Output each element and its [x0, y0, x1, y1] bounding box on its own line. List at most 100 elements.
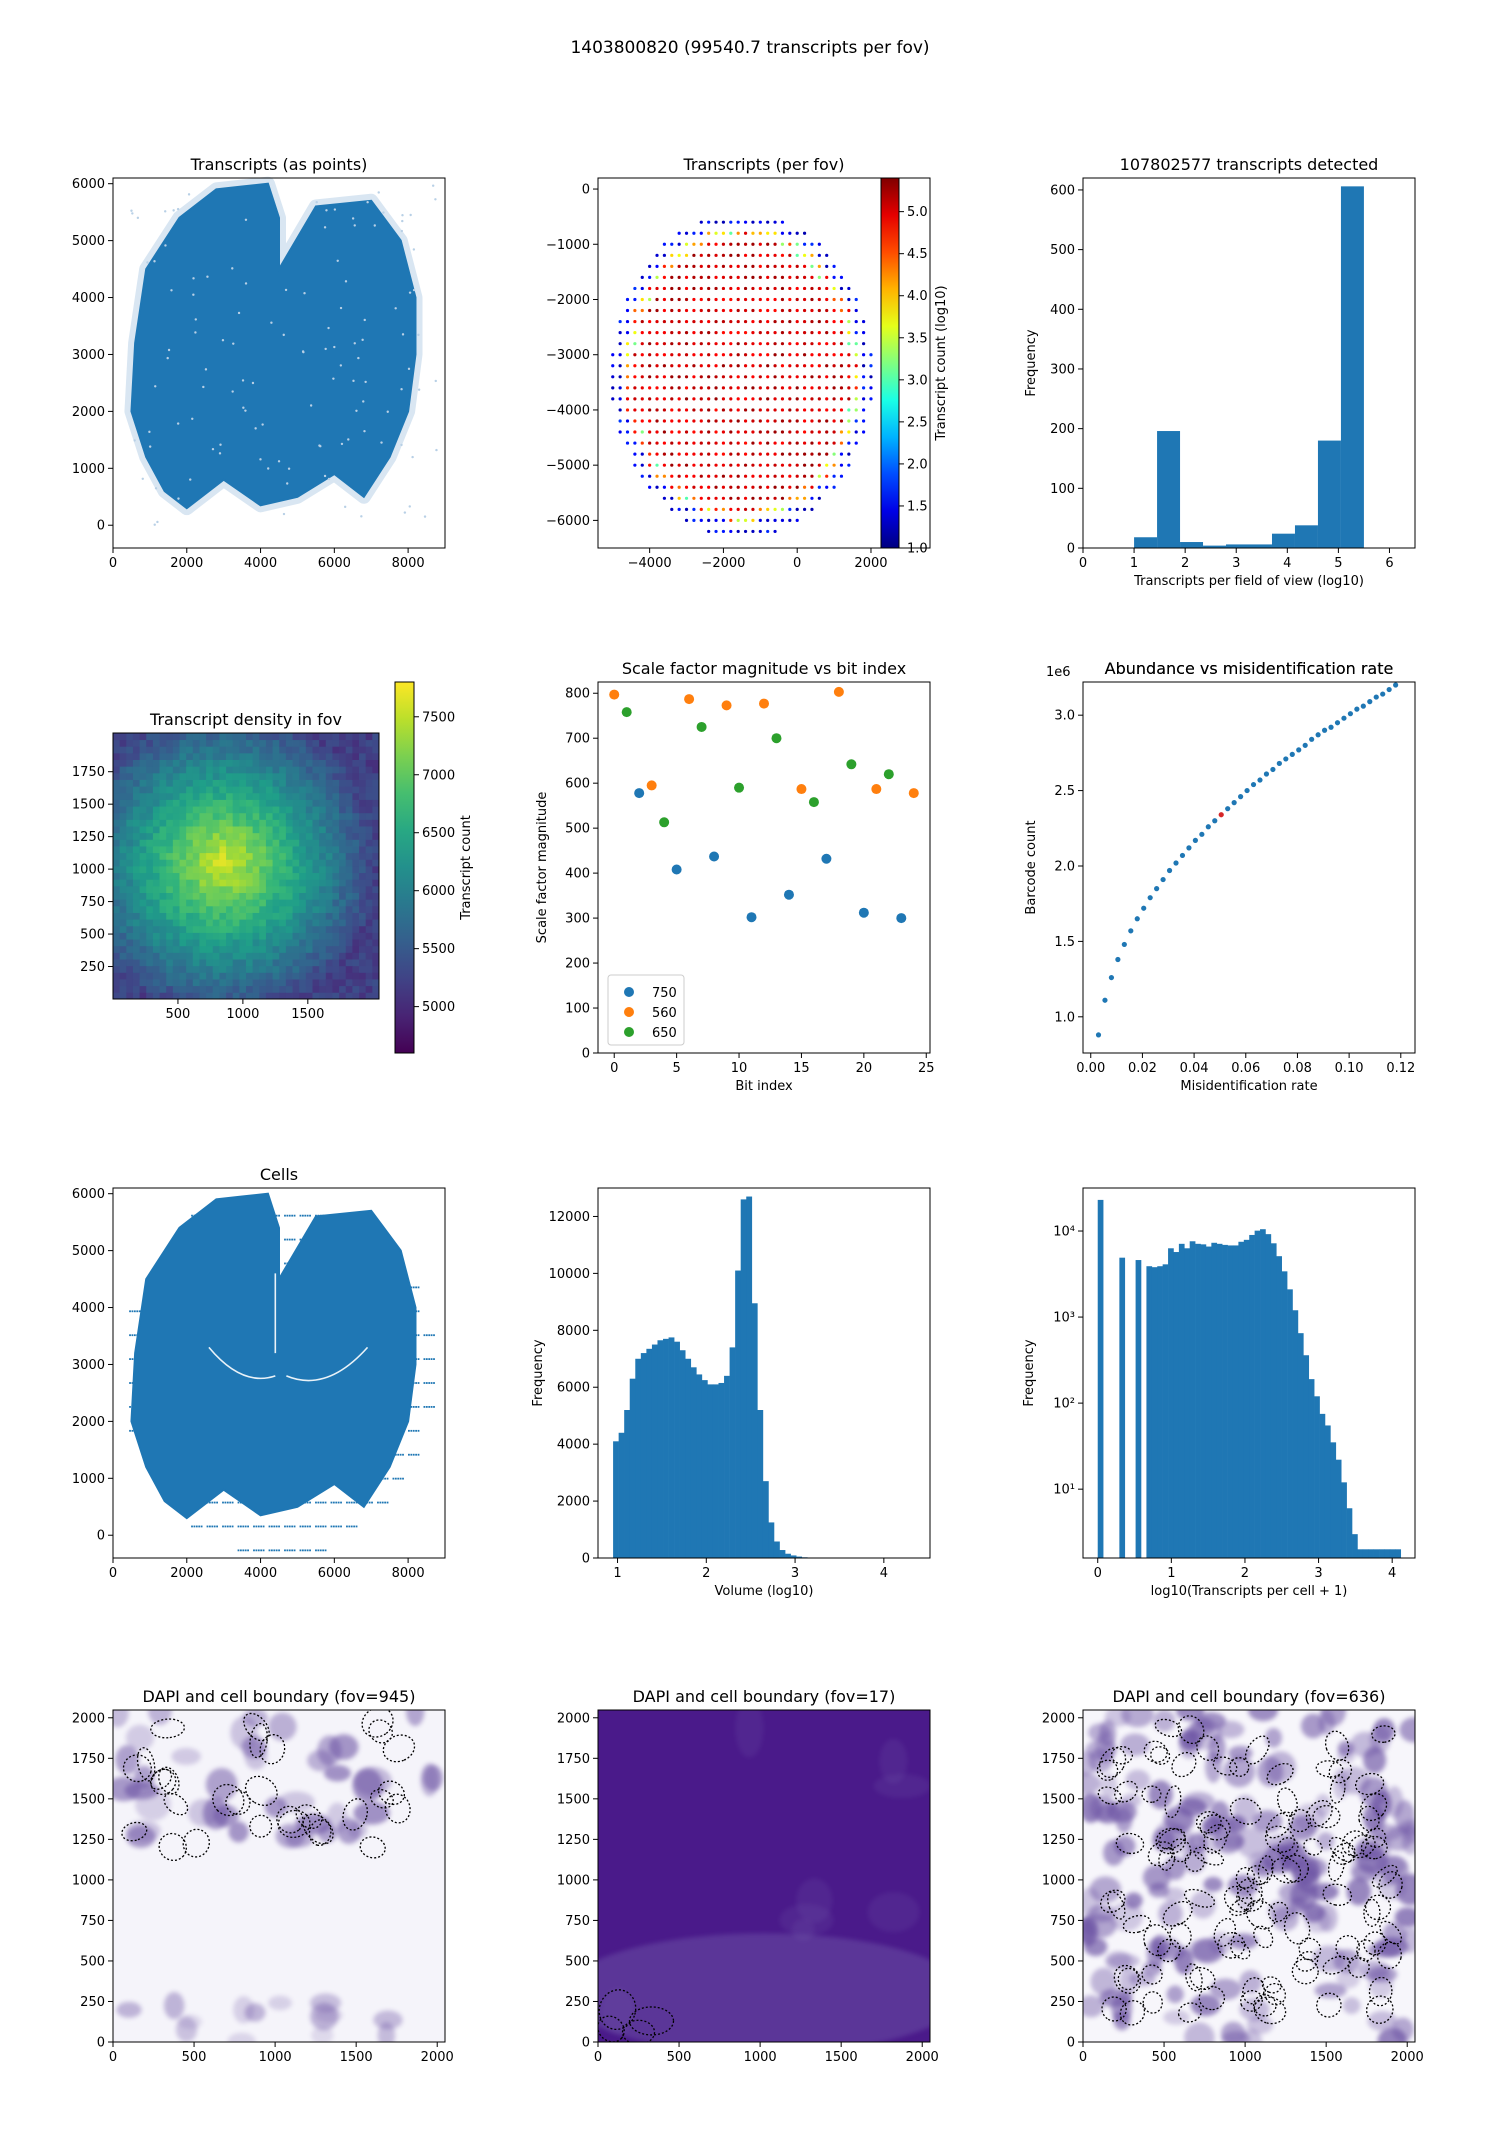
heatmap-cell [146, 826, 154, 834]
heatmap-cell [305, 819, 313, 827]
nucleus-blob [1083, 1751, 1098, 1777]
cell-point [430, 1334, 433, 1337]
cell-boundary [182, 1828, 210, 1858]
fov-point [773, 463, 777, 467]
heatmap-cell [332, 899, 340, 907]
heatmap-cell [199, 832, 207, 840]
nucleus-blob [1316, 1832, 1335, 1851]
x-tick-label: 8000 [392, 556, 425, 571]
cell-point [340, 1525, 342, 1528]
heatmap-cell [259, 945, 267, 953]
heatmap-cell [339, 792, 347, 800]
heatmap-cell [352, 752, 360, 760]
heatmap-cell [126, 846, 134, 854]
heatmap-cell [232, 899, 240, 907]
cell-point [273, 1525, 276, 1528]
heatmap-cell [279, 925, 287, 933]
fov-point [751, 342, 755, 346]
heatmap-cell [352, 779, 360, 787]
heatmap-cell [312, 792, 320, 800]
heatmap-cell [299, 992, 307, 1000]
cell-boundary [1122, 1914, 1152, 1934]
fov-point [832, 286, 836, 291]
heatmap-cell [325, 839, 333, 847]
scatter-point [1321, 727, 1328, 733]
nucleus-blob [1248, 1710, 1279, 1722]
heatmap-cell [365, 972, 373, 980]
heatmap-cell [166, 852, 174, 860]
heatmap-cell [119, 852, 127, 860]
cell-boundary [1315, 1760, 1344, 1778]
heatmap-cell [319, 985, 327, 993]
cell-boundary [382, 1734, 416, 1763]
fov-point [633, 319, 637, 324]
fov-point [729, 386, 733, 390]
nucleus-blob [1121, 1710, 1155, 1728]
histogram-bar [1319, 1413, 1326, 1558]
heatmap-cell [172, 852, 180, 860]
cell-boundary [342, 1798, 368, 1831]
cell-point [284, 1549, 286, 1552]
heatmap-cell [159, 872, 167, 880]
heatmap-cell [325, 852, 333, 860]
fov-point [684, 308, 689, 313]
heatmap-cell [199, 885, 207, 893]
heatmap-cell [279, 885, 287, 893]
heatmap-cell [259, 852, 267, 860]
heatmap-cell [312, 945, 320, 953]
heatmap-cell [152, 826, 160, 834]
nucleus-blob [1113, 1835, 1136, 1857]
fov-point [795, 463, 799, 467]
fov-point [854, 342, 858, 346]
heatmap-cell [372, 832, 380, 840]
heatmap-cell [259, 872, 267, 880]
fov-point [648, 264, 652, 268]
x-tick-label: 20 [856, 1061, 873, 1076]
heatmap-cell [139, 752, 147, 760]
y-tick-label: 0 [582, 183, 590, 198]
heatmap-cell [285, 919, 293, 927]
y-tick-label: 2.5 [1054, 784, 1075, 799]
heatmap-cell [252, 746, 260, 754]
heatmap-cell [219, 972, 227, 980]
transcript-point [347, 438, 350, 441]
nucleus-blob [113, 1710, 129, 1728]
heatmap-cell [332, 746, 340, 754]
x-tick-label: 0 [109, 2050, 117, 2065]
transcript-point [333, 345, 336, 349]
heatmap-cell [352, 819, 360, 827]
heatmap-cell [272, 985, 280, 993]
cell-point [262, 1549, 265, 1552]
transcript-point [336, 259, 339, 262]
cell-point [304, 1549, 307, 1552]
heatmap-cell [365, 806, 373, 814]
fov-point [817, 297, 821, 302]
heatmap-cell [166, 939, 174, 947]
heatmap-cell [272, 786, 280, 794]
transcript-point [131, 212, 134, 215]
heatmap-cell [372, 772, 380, 780]
cell-boundary [1365, 1995, 1394, 2024]
heatmap-cell [172, 985, 180, 993]
cell-point [216, 1501, 218, 1504]
heatmap-cell [305, 852, 313, 860]
heatmap-cell [292, 839, 300, 847]
transcript-point [315, 201, 318, 204]
heatmap-cell [265, 885, 273, 893]
fov-point [670, 286, 674, 291]
transcript-point [339, 364, 343, 367]
cell-boundary [1115, 1832, 1145, 1855]
fov-point [677, 430, 681, 434]
heatmap-cell [345, 866, 353, 874]
fov-point [640, 397, 644, 401]
heatmap-cell [252, 899, 260, 907]
y-tick-label: 10² [1053, 1397, 1075, 1412]
heatmap-cell [132, 965, 140, 973]
fov-point [729, 518, 733, 522]
heatmap-cell [186, 879, 194, 887]
heatmap-cell [179, 746, 187, 754]
heatmap-cell [252, 792, 260, 800]
heatmap-cell [219, 859, 227, 867]
cell-boundary [368, 1719, 393, 1744]
fov-point [862, 331, 866, 335]
